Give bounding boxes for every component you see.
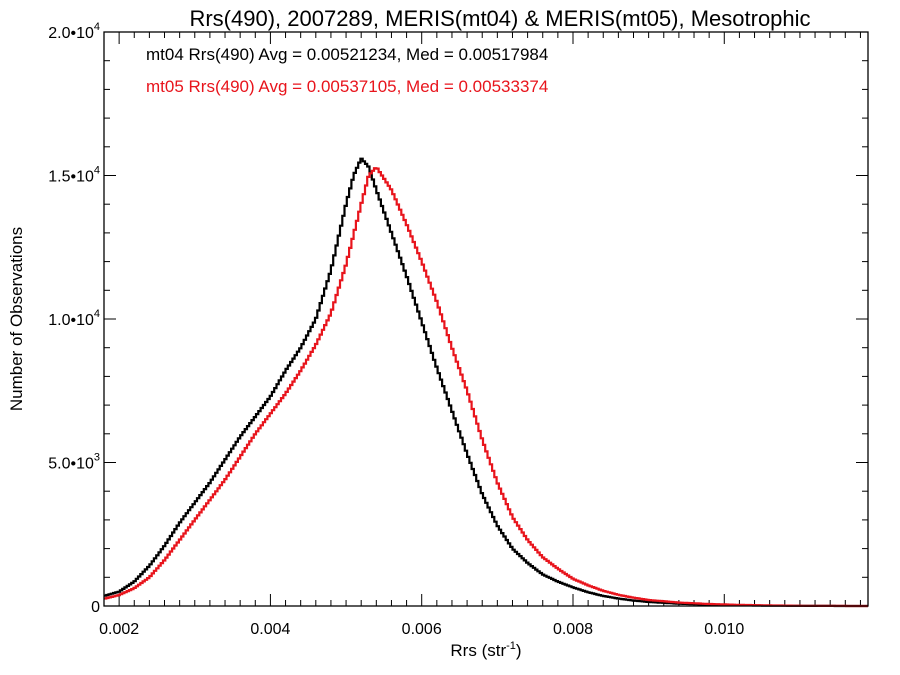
x-tick-label: 0.006: [402, 621, 442, 638]
plot-frame: [103, 31, 869, 607]
x-axis-label: Rrs (str-1): [450, 640, 521, 660]
x-axis-ticks: 0.002 0.004 0.006 0.008 0.010: [99, 32, 861, 638]
y-tick-label: 2.0•104: [48, 21, 100, 42]
legend-entry-mt05: mt05 Rrs(490) Avg = 0.00537105, Med = 0.…: [146, 77, 548, 96]
series-mt05-line: [104, 167, 868, 608]
y-axis-ticks: 0 5.0•103 1.0•104 1.5•104 2.0•104: [48, 21, 868, 616]
y-tick-label: 1.5•104: [48, 165, 100, 186]
x-axis-label-end: ): [516, 641, 522, 660]
y-tick-label: 0: [91, 599, 100, 616]
legend-entry-mt04: mt04 Rrs(490) Avg = 0.00521234, Med = 0.…: [146, 45, 548, 64]
y-axis-label: Number of Observations: [7, 227, 26, 411]
x-tick-label: 0.002: [99, 621, 139, 638]
x-axis-label-main: Rrs (str: [450, 641, 506, 660]
x-tick-label: 0.004: [250, 621, 290, 638]
y-tick-label: 1.0•104: [48, 308, 100, 329]
series-layer: [104, 157, 868, 608]
chart-title: Rrs(490), 2007289, MERIS(mt04) & MERIS(m…: [189, 6, 810, 31]
x-tick-label: 0.008: [553, 621, 593, 638]
x-tick-label: 0.010: [704, 621, 744, 638]
series-mt04-line: [104, 157, 868, 608]
y-tick-label: 5.0•103: [48, 452, 100, 473]
x-axis-label-sup: -1: [506, 640, 516, 652]
